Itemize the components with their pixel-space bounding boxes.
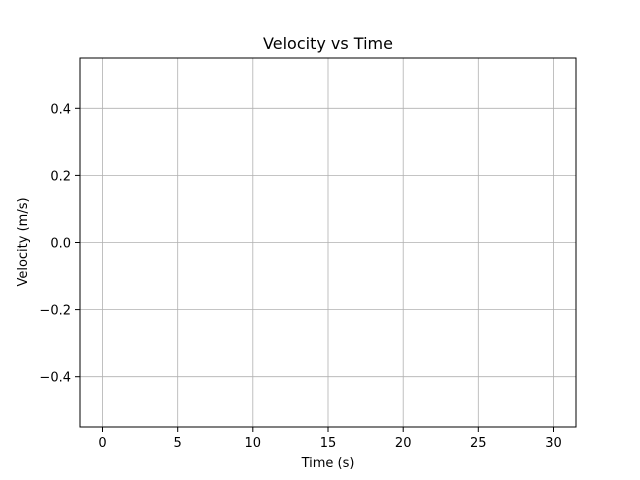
x-tick-label: 5 [174, 436, 182, 451]
x-axis-label: Time (s) [301, 456, 355, 471]
y-tick-label: −0.4 [39, 371, 71, 386]
x-tick-label: 30 [545, 436, 562, 451]
x-tick-label: 0 [98, 436, 106, 451]
y-tick-label: 0.4 [50, 102, 71, 117]
y-tick-label: 0.0 [50, 237, 71, 252]
x-tick-label: 15 [320, 436, 337, 451]
x-tick-label: 25 [470, 436, 487, 451]
y-tick-label: 0.2 [50, 169, 71, 184]
y-tick-label: −0.2 [39, 304, 71, 319]
grid [80, 58, 576, 427]
y-axis-ticks: −0.4 −0.2 0.0 0.2 0.4 [39, 102, 80, 386]
x-axis-ticks: 0 5 10 15 20 25 30 [98, 427, 562, 451]
chart-title: Velocity vs Time [263, 34, 393, 53]
x-tick-label: 20 [395, 436, 412, 451]
y-axis-label: Velocity (m/s) [16, 197, 31, 286]
x-tick-label: 10 [245, 436, 262, 451]
